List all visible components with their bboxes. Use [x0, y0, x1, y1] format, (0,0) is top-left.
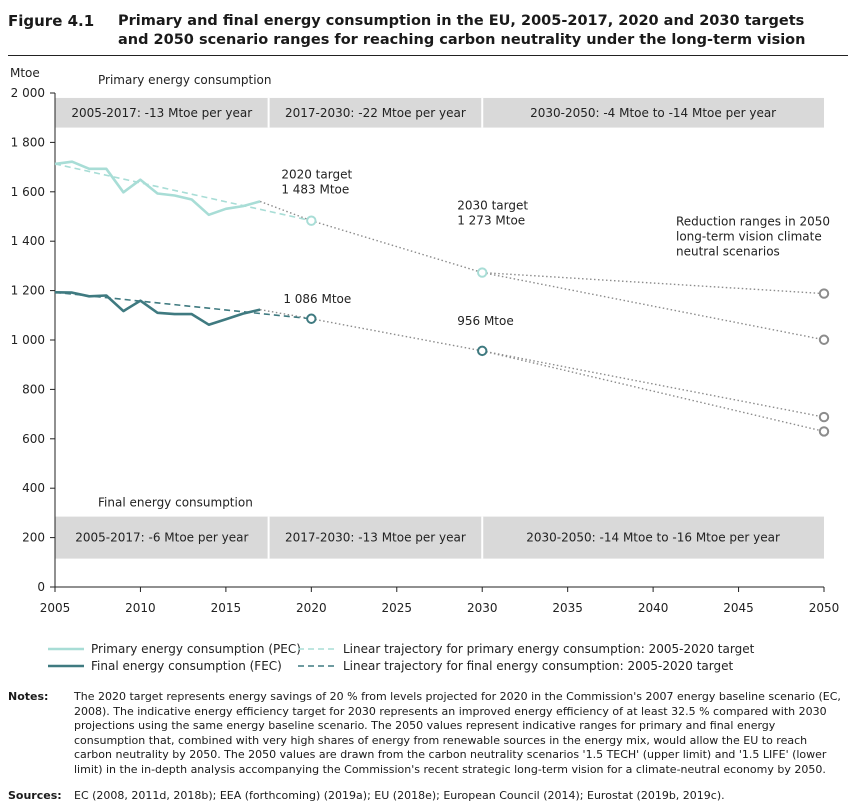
band-group-label-final: Final energy consumption — [98, 496, 253, 510]
projection-line-5 — [311, 318, 483, 352]
series-line-0 — [54, 160, 261, 217]
band-rect-0 — [55, 97, 269, 128]
band-label-2: 2030-2050: -4 Mtoe to -14 Mtoe per year — [530, 106, 776, 120]
annotation-4-line-2: neutral scenarios — [676, 245, 780, 259]
target-marker-7 — [818, 426, 830, 437]
series-line-3 — [54, 291, 312, 320]
target-marker-0 — [306, 215, 317, 226]
x-tick-label-2025: 2025 — [382, 601, 413, 615]
y-tick-label-1200: 1 200 — [11, 284, 45, 298]
band-rect-3 — [55, 516, 269, 559]
band-group-label-primary: Primary energy consumption — [98, 73, 272, 87]
x-tick-label-2045: 2045 — [723, 601, 754, 615]
annotation-2-line-0: 1 086 Mtoe — [283, 292, 351, 306]
x-tick-label-2020: 2020 — [296, 601, 327, 615]
notes-text: The 2020 target represents energy saving… — [74, 690, 841, 776]
sources-text: EC (2008, 2011d, 2018b); EEA (forthcomin… — [74, 789, 725, 802]
y-tick-label-600: 600 — [22, 432, 45, 446]
y-tick-label-2000: 2 000 — [11, 86, 45, 100]
band-label-4: 2017-2030: -13 Mtoe per year — [285, 531, 466, 545]
band-rect-5 — [482, 516, 824, 559]
y-tick-label-1600: 1 600 — [11, 185, 45, 199]
legend-label-0: Primary energy consumption (PEC) — [91, 642, 301, 656]
projection-line-4 — [259, 308, 312, 320]
series-line-2 — [54, 163, 312, 222]
projection-line-2 — [482, 271, 825, 295]
x-tick-label-2035: 2035 — [552, 601, 583, 615]
figure-number: Figure 4.1 — [8, 12, 95, 30]
y-tick-label-1000: 1 000 — [11, 333, 45, 347]
x-tick-label-2030: 2030 — [467, 601, 498, 615]
projection-line-7 — [482, 350, 825, 433]
figure-title: Primary and final energy consumption in … — [118, 13, 806, 48]
band-rect-1 — [268, 97, 483, 128]
band-label-0: 2005-2017: -13 Mtoe per year — [71, 106, 252, 120]
x-tick-label-2005: 2005 — [40, 601, 71, 615]
band-label-5: 2030-2050: -14 Mtoe to -16 Mtoe per year — [526, 531, 780, 545]
notes-label: Notes: — [8, 690, 49, 703]
annotation-0-line-0: 2020 target — [281, 168, 352, 182]
y-tick-label-1800: 1 800 — [11, 135, 45, 149]
projection-line-1 — [311, 220, 483, 274]
y-tick-label-200: 200 — [22, 531, 45, 545]
y-axis-unit-label: Mtoe — [10, 66, 40, 80]
y-tick-label-0: 0 — [37, 580, 45, 594]
y-tick-label-1400: 1 400 — [11, 234, 45, 248]
target-marker-6 — [818, 411, 830, 423]
target-marker-2 — [306, 313, 317, 324]
band-rect-4 — [268, 516, 483, 559]
x-tick-label-2010: 2010 — [125, 601, 156, 615]
x-tick-label-2040: 2040 — [638, 601, 669, 615]
target-marker-5 — [818, 334, 830, 345]
energy-consumption-chart: 2005-2017: -13 Mtoe per year 2017-2030: -… — [10, 66, 840, 673]
band-label-3: 2005-2017: -6 Mtoe per year — [75, 531, 248, 545]
projection-line-6 — [482, 350, 825, 418]
target-marker-4 — [818, 288, 830, 299]
annotation-0-line-1: 1 483 Mtoe — [281, 183, 349, 197]
legend-label-2: Linear trajectory for primary energy con… — [343, 642, 755, 656]
band-label-1: 2017-2030: -22 Mtoe per year — [285, 106, 466, 120]
figure-header: Figure 4.1 Primary and final energy cons… — [8, 8, 848, 56]
annotation-1-line-1: 1 273 Mtoe — [457, 214, 525, 228]
target-marker-3 — [477, 345, 488, 357]
band-rect-2 — [482, 97, 824, 128]
legend-label-1: Final energy consumption (FEC) — [91, 659, 282, 673]
annotation-4-line-0: Reduction ranges in 2050 — [676, 215, 830, 229]
x-tick-label-2015: 2015 — [211, 601, 242, 615]
projection-line-0 — [259, 200, 312, 222]
annotation-3-line-0: 956 Mtoe — [457, 314, 514, 328]
x-tick-label-2050: 2050 — [809, 601, 840, 615]
annotation-4-line-1: long-term vision climate — [676, 230, 822, 244]
y-tick-label-800: 800 — [22, 382, 45, 396]
series-line-1 — [54, 291, 261, 327]
header-rule — [8, 55, 848, 56]
sources-label: Sources: — [8, 789, 62, 802]
y-tick-label-400: 400 — [22, 481, 45, 495]
annotation-1-line-0: 2030 target — [457, 199, 528, 213]
legend-label-3: Linear trajectory for final energy consu… — [343, 659, 733, 673]
target-marker-1 — [477, 267, 488, 278]
projection-line-3 — [482, 271, 825, 341]
